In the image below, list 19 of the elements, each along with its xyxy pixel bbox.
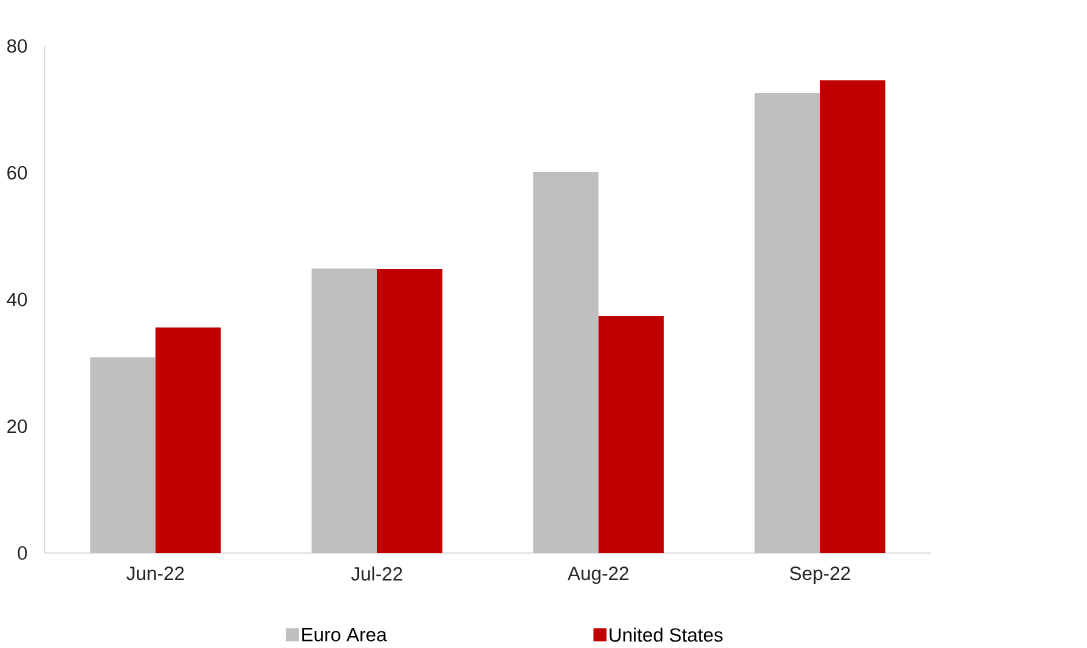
legend-label: Euro Area (302, 628, 387, 642)
bar (754, 92, 820, 554)
y-tick-label: 60 (7, 165, 27, 180)
bar (533, 172, 599, 554)
x-tick-label: Aug-22 (567, 566, 629, 584)
y-tick-label: 40 (6, 292, 27, 307)
bar (311, 268, 377, 554)
x-tick-label: Jul-22 (351, 566, 403, 581)
bar (376, 269, 443, 554)
y-tick-label: 0 (17, 546, 27, 560)
y-tick-label: 80 (7, 39, 27, 53)
bar (819, 80, 886, 554)
x-tick-label: Jun-22 (126, 566, 184, 581)
y-tick-label: 20 (7, 419, 27, 434)
bar (90, 357, 156, 554)
legend-label: United States (609, 627, 723, 642)
x-tick-label: Sep-22 (789, 566, 850, 584)
bar (155, 327, 221, 554)
bar (598, 316, 664, 554)
